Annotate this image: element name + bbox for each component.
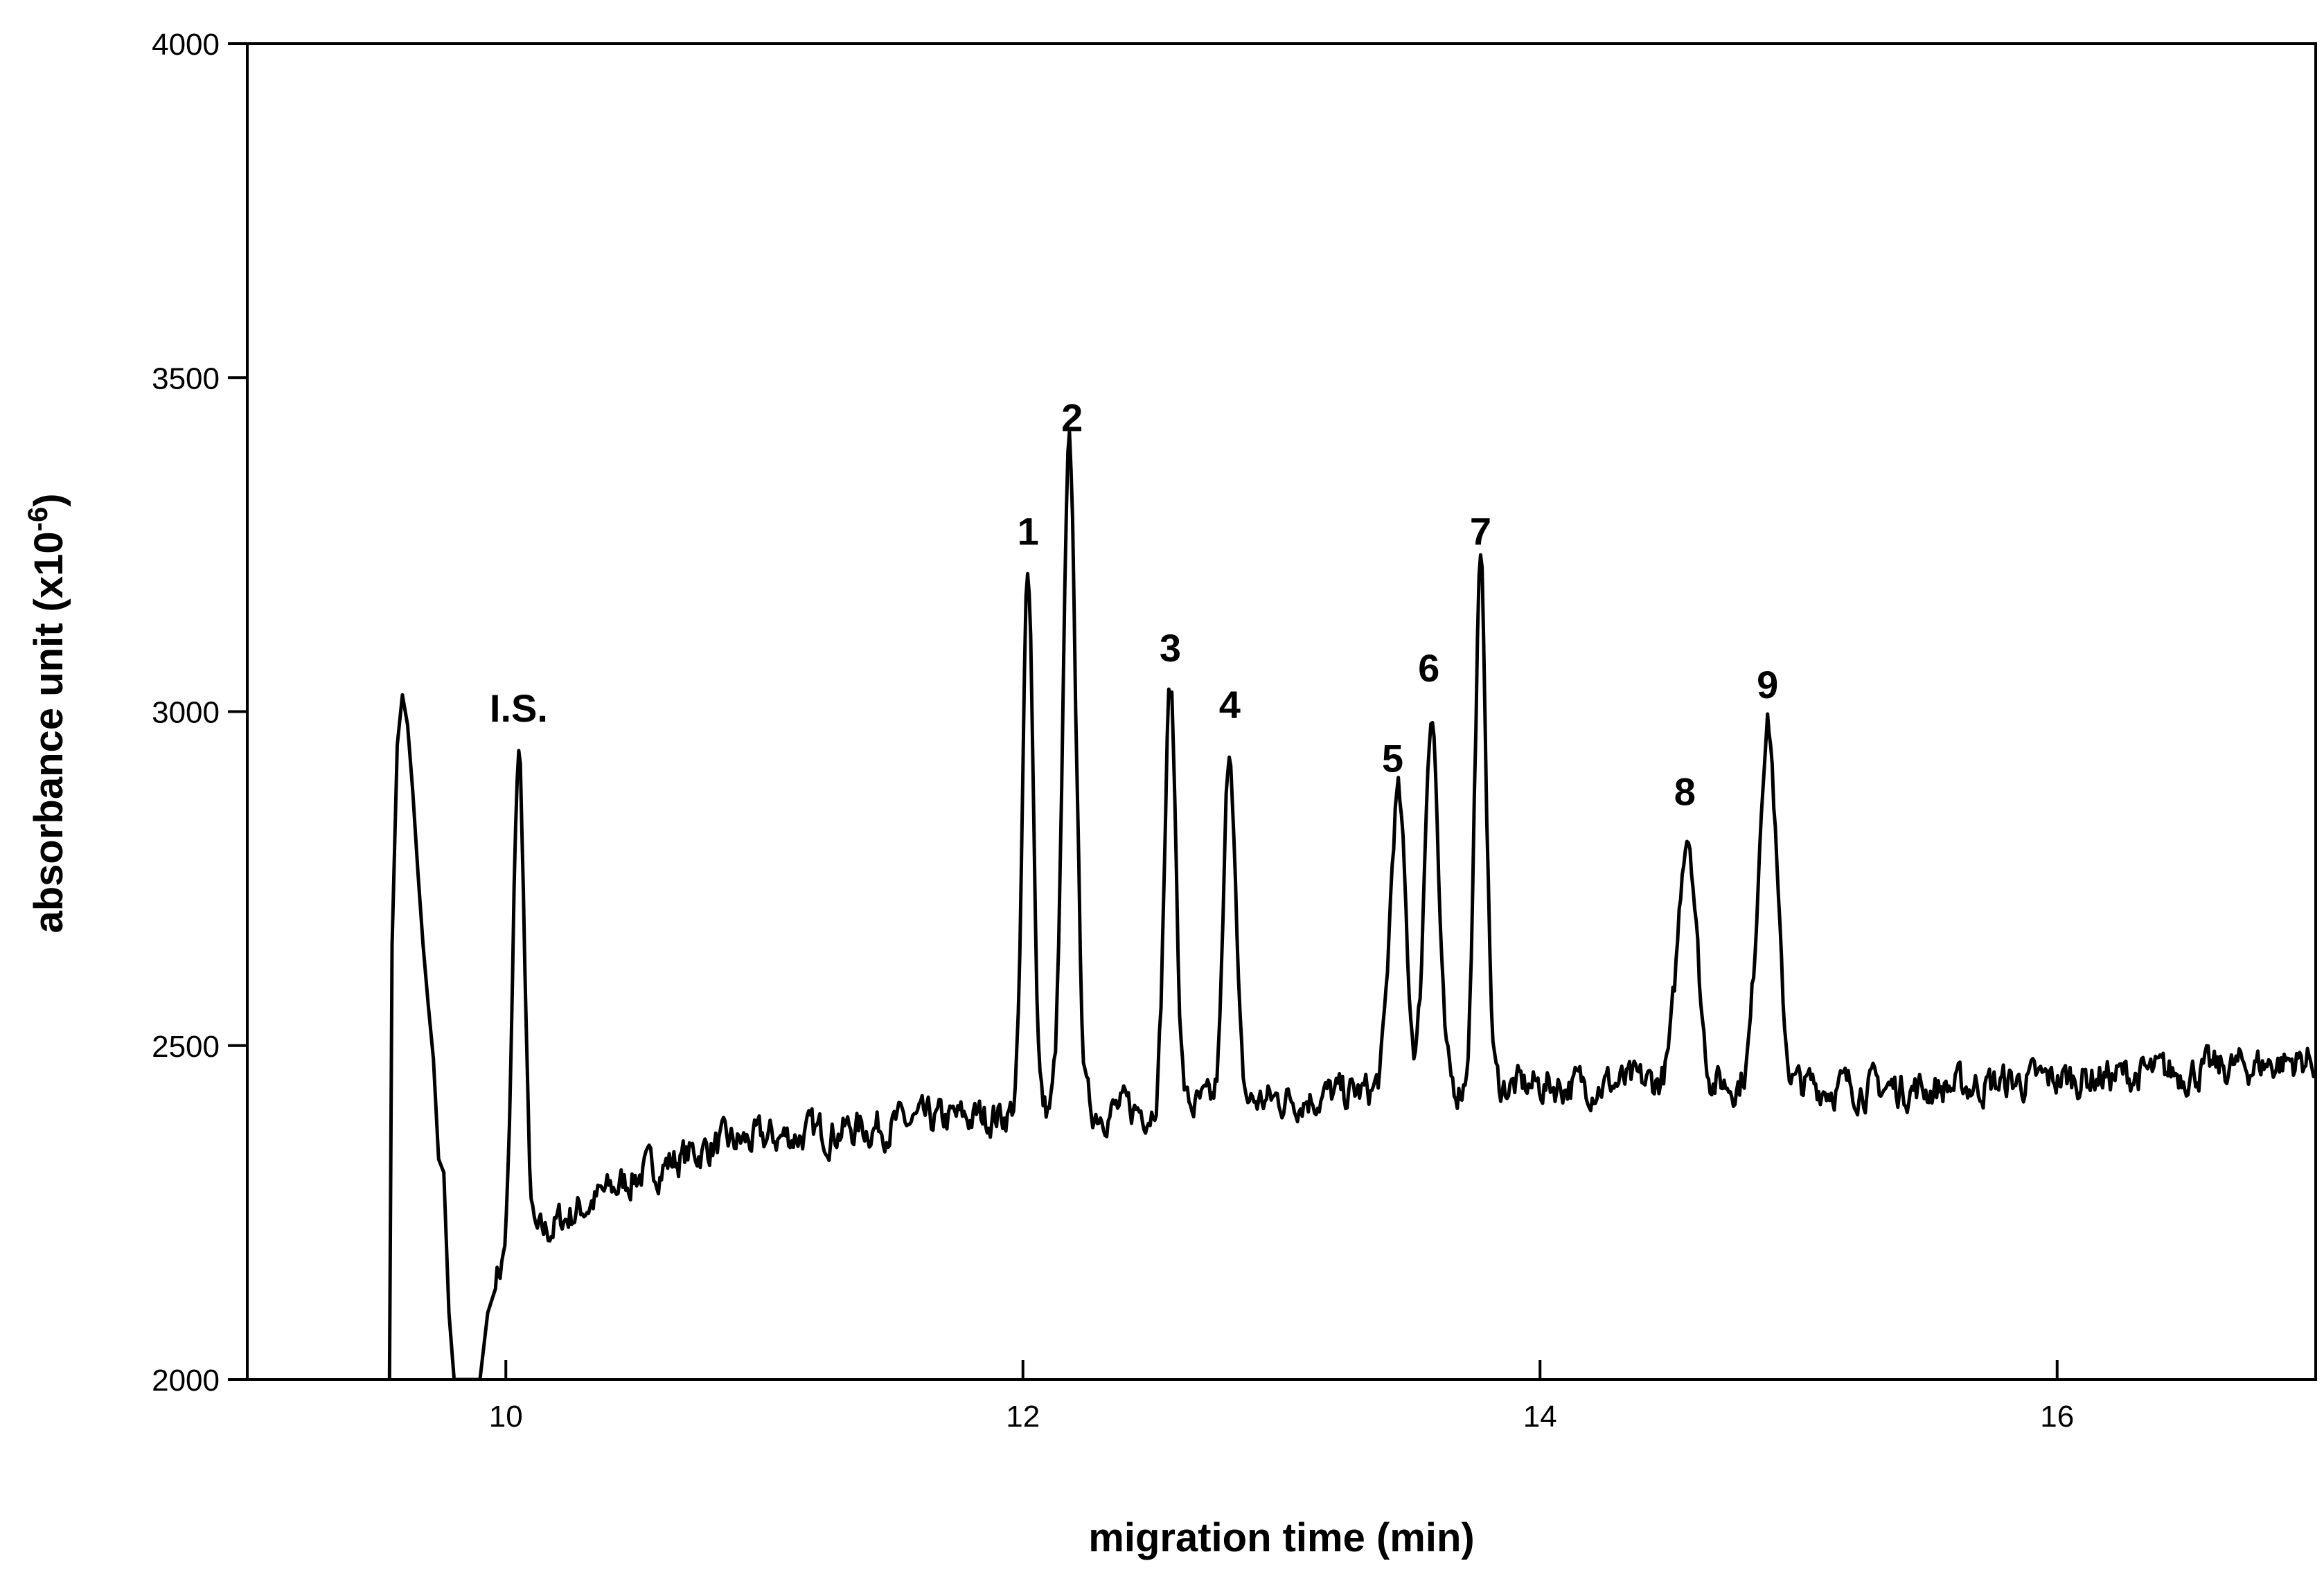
x-tick-label: 14 — [1523, 1400, 1557, 1434]
peak-label: 4 — [1219, 683, 1241, 726]
peak-label: 8 — [1674, 770, 1696, 814]
y-axis-title-superscript: -6 — [23, 507, 53, 532]
peak-label: 7 — [1470, 509, 1491, 553]
peak-label: 6 — [1418, 646, 1439, 690]
x-axis-title: migration time (min) — [1088, 1515, 1474, 1560]
y-axis: 2000 2500 3000 3500 4000 — [152, 28, 247, 1398]
peak-label: 9 — [1757, 663, 1778, 706]
y-axis-title: absorbance unit (x10-6) — [23, 493, 71, 933]
y-tick-label: 2000 — [152, 1364, 220, 1398]
y-tick-label: 3500 — [152, 362, 220, 395]
x-tick-label: 10 — [489, 1400, 523, 1434]
y-tick-label: 3000 — [152, 696, 220, 730]
peak-label: I.S. — [490, 686, 548, 730]
y-tick-label: 4000 — [152, 28, 220, 62]
peak-label: 3 — [1160, 626, 1181, 670]
peak-label: 2 — [1061, 395, 1083, 439]
peak-labels: I.S. 1 2 34 5 6 7 8 9 — [490, 395, 1778, 813]
peak-label: 1 — [1018, 509, 1039, 553]
peak-label: 5 — [1382, 736, 1403, 780]
electropherogram-trace — [387, 429, 2316, 1380]
plot-frame — [246, 42, 2317, 1381]
x-tick-label: 12 — [1006, 1400, 1040, 1434]
x-tick-label: 16 — [2040, 1400, 2074, 1434]
y-tick-label: 2500 — [152, 1030, 220, 1064]
x-axis: 10 12 14 16 — [489, 1360, 2074, 1434]
